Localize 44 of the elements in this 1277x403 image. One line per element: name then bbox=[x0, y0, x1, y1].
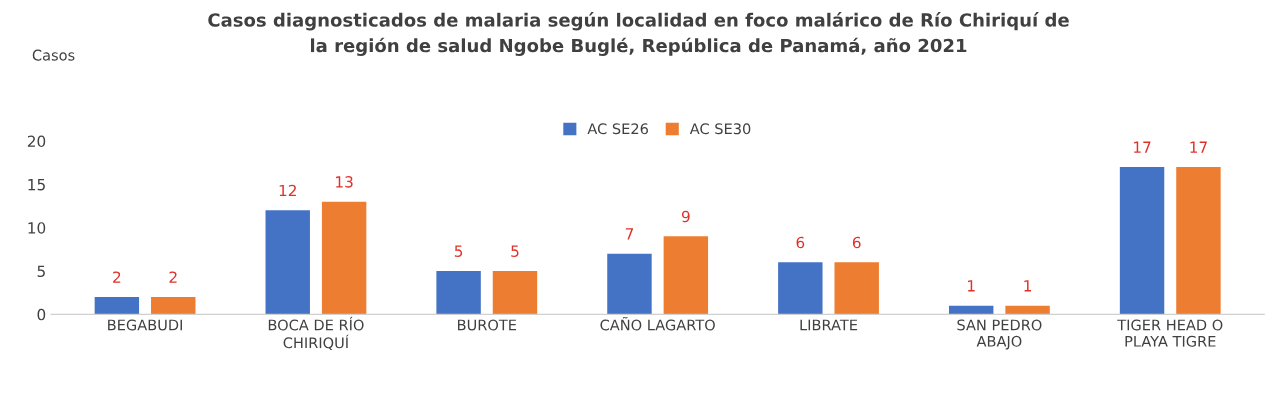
bar bbox=[607, 253, 652, 315]
x-tick-label: BEGABUDI bbox=[108, 319, 182, 331]
data-label: 2 bbox=[113, 271, 121, 283]
x-tick-label: BUROTE bbox=[458, 319, 517, 331]
data-label: 2 bbox=[169, 271, 177, 283]
bar bbox=[1119, 167, 1165, 315]
bar bbox=[436, 271, 481, 315]
bar bbox=[834, 262, 879, 315]
legend-label: AC SE30 bbox=[689, 123, 751, 135]
bar bbox=[778, 262, 823, 315]
bar bbox=[321, 201, 367, 315]
data-label: 13 bbox=[336, 176, 353, 188]
bar bbox=[151, 297, 196, 315]
legend-label: AC SE26 bbox=[587, 123, 648, 135]
bar bbox=[94, 297, 140, 315]
x-tick-label: TIGER HEAD O PLAYA TIGRE bbox=[1117, 319, 1223, 347]
bar bbox=[265, 210, 310, 315]
x-tick-label: LIBRATE bbox=[800, 319, 858, 331]
text: Casos bbox=[32, 49, 75, 61]
x-tick-label: SAN PEDRO ABAJO bbox=[957, 319, 1042, 350]
data-label: 5 bbox=[454, 245, 463, 257]
y-tick-label: 20 bbox=[27, 135, 46, 148]
data-label: 6 bbox=[796, 236, 805, 249]
y-tick-label: 5 bbox=[37, 265, 45, 278]
y-tick-label: 15 bbox=[28, 179, 45, 191]
x-tick-label: BOCA DE RÍO CHIRIQUÍ bbox=[268, 316, 364, 350]
y-tick-label: 10 bbox=[28, 222, 46, 234]
data-label: 9 bbox=[681, 210, 690, 223]
bar bbox=[1176, 167, 1221, 315]
data-label: 6 bbox=[852, 236, 861, 249]
data-label: 17 bbox=[1134, 141, 1151, 153]
bar bbox=[663, 236, 709, 315]
bar bbox=[1005, 305, 1050, 315]
data-label: 17 bbox=[1190, 141, 1207, 153]
data-label: 7 bbox=[625, 228, 634, 240]
data-label: 5 bbox=[511, 245, 519, 257]
data-label: 12 bbox=[279, 184, 296, 197]
bar bbox=[948, 305, 994, 315]
data-label: 1 bbox=[1024, 280, 1032, 292]
y-tick-label: 0 bbox=[37, 308, 46, 321]
data-label: 1 bbox=[968, 280, 975, 292]
x-tick-label: CAÑO LAGARTO bbox=[600, 316, 715, 331]
bar bbox=[492, 271, 538, 315]
chart-title: Casos diagnosticados de malaria según localidad en foco malárico de Río Chiriquí de la región de salud Ngobe Buglé, República de Panamá, año 2021 bbox=[208, 12, 1069, 56]
